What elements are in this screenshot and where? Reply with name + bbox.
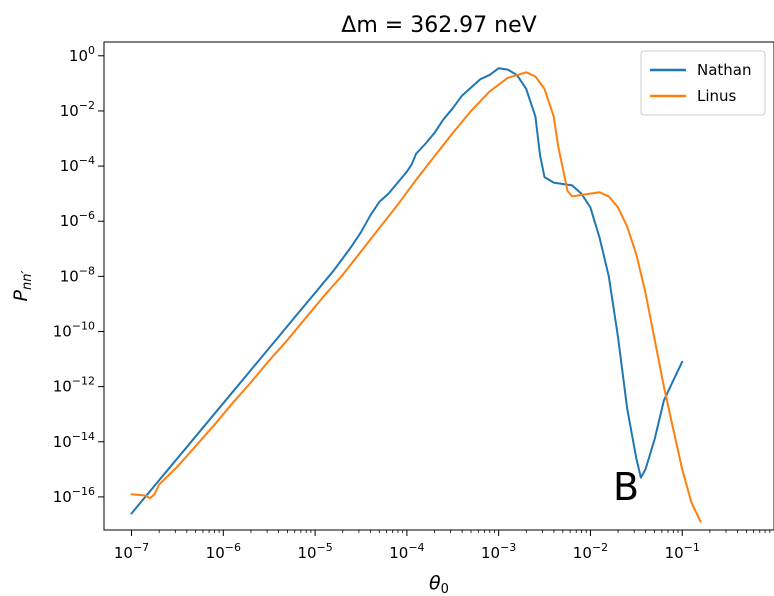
x-tick-label: 10−1 <box>665 541 700 562</box>
plot-lines <box>130 67 702 523</box>
x-tick-label: 10−4 <box>389 541 424 562</box>
y-tick-label: 10−6 <box>60 209 95 230</box>
chart-title: Δm = 362.97 neV <box>341 13 536 38</box>
legend-label-linus: Linus <box>697 87 737 105</box>
y-tick-label: 10−2 <box>60 99 95 120</box>
series-line-linus <box>130 71 702 523</box>
y-axis-label-sub: nn′ <box>20 271 35 290</box>
y-tick-label: 10−14 <box>53 430 95 451</box>
x-tick-label: 10−6 <box>206 541 241 562</box>
legend-label-nathan: Nathan <box>697 61 752 79</box>
x-tick-label: 10−3 <box>481 541 516 562</box>
y-tick-label: 100 <box>69 44 95 65</box>
x-axis-label-sub: 0 <box>441 582 449 596</box>
series-line-nathan <box>130 67 684 515</box>
y-tick-label: 10−12 <box>53 375 95 396</box>
y-tick-label: 10−4 <box>60 154 95 175</box>
plot-frame <box>103 41 774 531</box>
x-axis-label: θ0 <box>429 572 449 596</box>
y-axis-label: Pnn′ <box>10 271 35 302</box>
x-tick-label: 10−2 <box>573 541 608 562</box>
panel-annotation: B <box>613 465 639 509</box>
y-tick-label: 10−8 <box>60 264 95 285</box>
x-tick-label: 10−7 <box>114 541 149 562</box>
legend: Nathan Linus <box>640 50 766 116</box>
x-axis: 10−7 10−6 10−5 10−4 10−3 10−2 10−1 <box>114 530 771 562</box>
y-tick-label: 10−16 <box>53 485 95 506</box>
x-axis-label-base: θ <box>429 572 441 594</box>
legend-box <box>640 50 766 116</box>
y-tick-label: 10−10 <box>53 319 95 340</box>
x-tick-label: 10−5 <box>297 541 332 562</box>
y-axis: 100 10−2 10−4 10−6 10−8 10−10 10−12 10−14 10−16 <box>53 44 104 506</box>
y-axis-label-base: P <box>10 289 32 301</box>
